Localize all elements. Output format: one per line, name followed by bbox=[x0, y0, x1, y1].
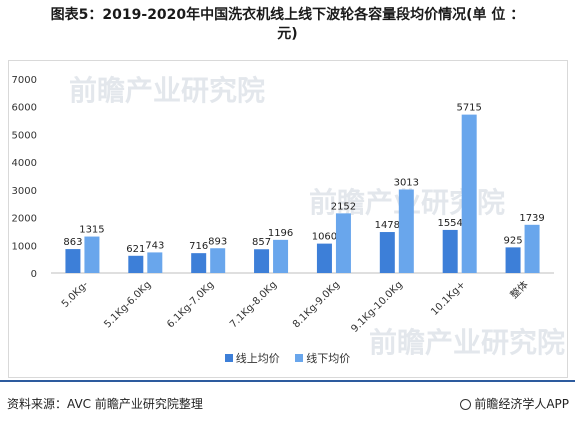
data-label: 1554 bbox=[437, 218, 462, 229]
legend-item-online: 线上均价 bbox=[224, 350, 280, 366]
data-label: 1478 bbox=[375, 220, 400, 231]
y-tick-label: 2000 bbox=[12, 214, 37, 225]
bar-online bbox=[442, 229, 458, 273]
bar-offline bbox=[524, 224, 540, 273]
chart-title: 图表5：2019-2020年中国洗衣机线上线下波轮各容量段均价情况(单 位 ： … bbox=[0, 6, 575, 44]
x-tick-label: 5.0Kg- bbox=[60, 279, 91, 310]
brand-icon bbox=[460, 399, 472, 410]
y-tick-label: 5000 bbox=[12, 130, 37, 141]
x-tick-label: 9.1Kg-10.0Kg bbox=[349, 279, 405, 335]
data-label: 3013 bbox=[394, 177, 419, 188]
data-label: 716 bbox=[189, 241, 208, 252]
bar-offline bbox=[84, 236, 100, 273]
bar-online bbox=[191, 253, 207, 273]
legend-swatch-online bbox=[224, 354, 233, 362]
data-label: 5715 bbox=[456, 103, 481, 114]
data-label: 1739 bbox=[519, 213, 544, 224]
x-tick-label: 5.1Kg-6.0Kg bbox=[102, 279, 153, 330]
data-label: 857 bbox=[252, 237, 271, 248]
y-tick-label: 4000 bbox=[12, 158, 37, 169]
bar-online bbox=[316, 243, 332, 273]
y-tick-label: 7000 bbox=[12, 75, 37, 86]
data-label: 893 bbox=[208, 236, 227, 247]
bar-offline bbox=[335, 213, 351, 273]
chart-title-line1: 图表5：2019-2020年中国洗衣机线上线下波轮各容量段均价情况(单 位 ： bbox=[50, 7, 525, 23]
data-label: 2152 bbox=[331, 201, 356, 212]
footer-rule bbox=[0, 380, 575, 382]
y-tick-label: 6000 bbox=[12, 103, 37, 114]
bar-offline bbox=[398, 189, 414, 273]
brand-label: 前瞻经济学人APP bbox=[460, 395, 569, 412]
bar-online bbox=[379, 232, 395, 273]
data-label: 743 bbox=[145, 240, 164, 251]
data-label: 621 bbox=[126, 244, 145, 255]
y-tick-label: 0 bbox=[31, 269, 37, 280]
data-label: 925 bbox=[504, 235, 523, 246]
bar-online bbox=[65, 249, 81, 273]
x-tick-label: 7.1Kg-8.0Kg bbox=[228, 279, 279, 330]
brand-text: 前瞻经济学人APP bbox=[474, 397, 569, 411]
y-tick-label: 3000 bbox=[12, 186, 37, 197]
legend-swatch-offline bbox=[295, 354, 304, 362]
footer: 资料来源：AVC 前瞻产业研究院整理 前瞻经济学人APP bbox=[0, 380, 575, 424]
bar-offline bbox=[147, 252, 163, 273]
x-tick-label: 8.1Kg-9.0Kg bbox=[291, 279, 342, 330]
data-label: 1315 bbox=[79, 225, 104, 236]
x-tick-label: 整体 bbox=[507, 278, 530, 301]
bar-online bbox=[128, 255, 144, 273]
legend-label-online: 线上均价 bbox=[235, 352, 280, 365]
x-tick-label: 6.1Kg-7.0Kg bbox=[165, 279, 216, 330]
source-note: 资料来源：AVC 前瞻产业研究院整理 bbox=[7, 397, 203, 411]
legend-label-offline: 线下均价 bbox=[306, 352, 351, 365]
chart-title-line2: 元) bbox=[277, 26, 298, 42]
x-tick-label: 10.1Kg+ bbox=[429, 279, 468, 318]
chart-frame: 前瞻产业研究院 前瞻产业研究院 前瞻产业研究院 0100020003000400… bbox=[8, 60, 568, 378]
legend: 线上均价 线下均价 bbox=[0, 350, 575, 366]
bar-online bbox=[505, 247, 521, 273]
bar-online bbox=[254, 249, 270, 273]
bar-offline bbox=[273, 239, 289, 273]
data-label: 863 bbox=[63, 237, 82, 248]
data-label: 1196 bbox=[268, 228, 293, 239]
bar-offline bbox=[210, 248, 226, 273]
y-tick-label: 1000 bbox=[12, 241, 37, 252]
data-label: 1060 bbox=[312, 232, 337, 243]
legend-item-offline: 线下均价 bbox=[295, 350, 350, 366]
bar-offline bbox=[461, 114, 477, 273]
